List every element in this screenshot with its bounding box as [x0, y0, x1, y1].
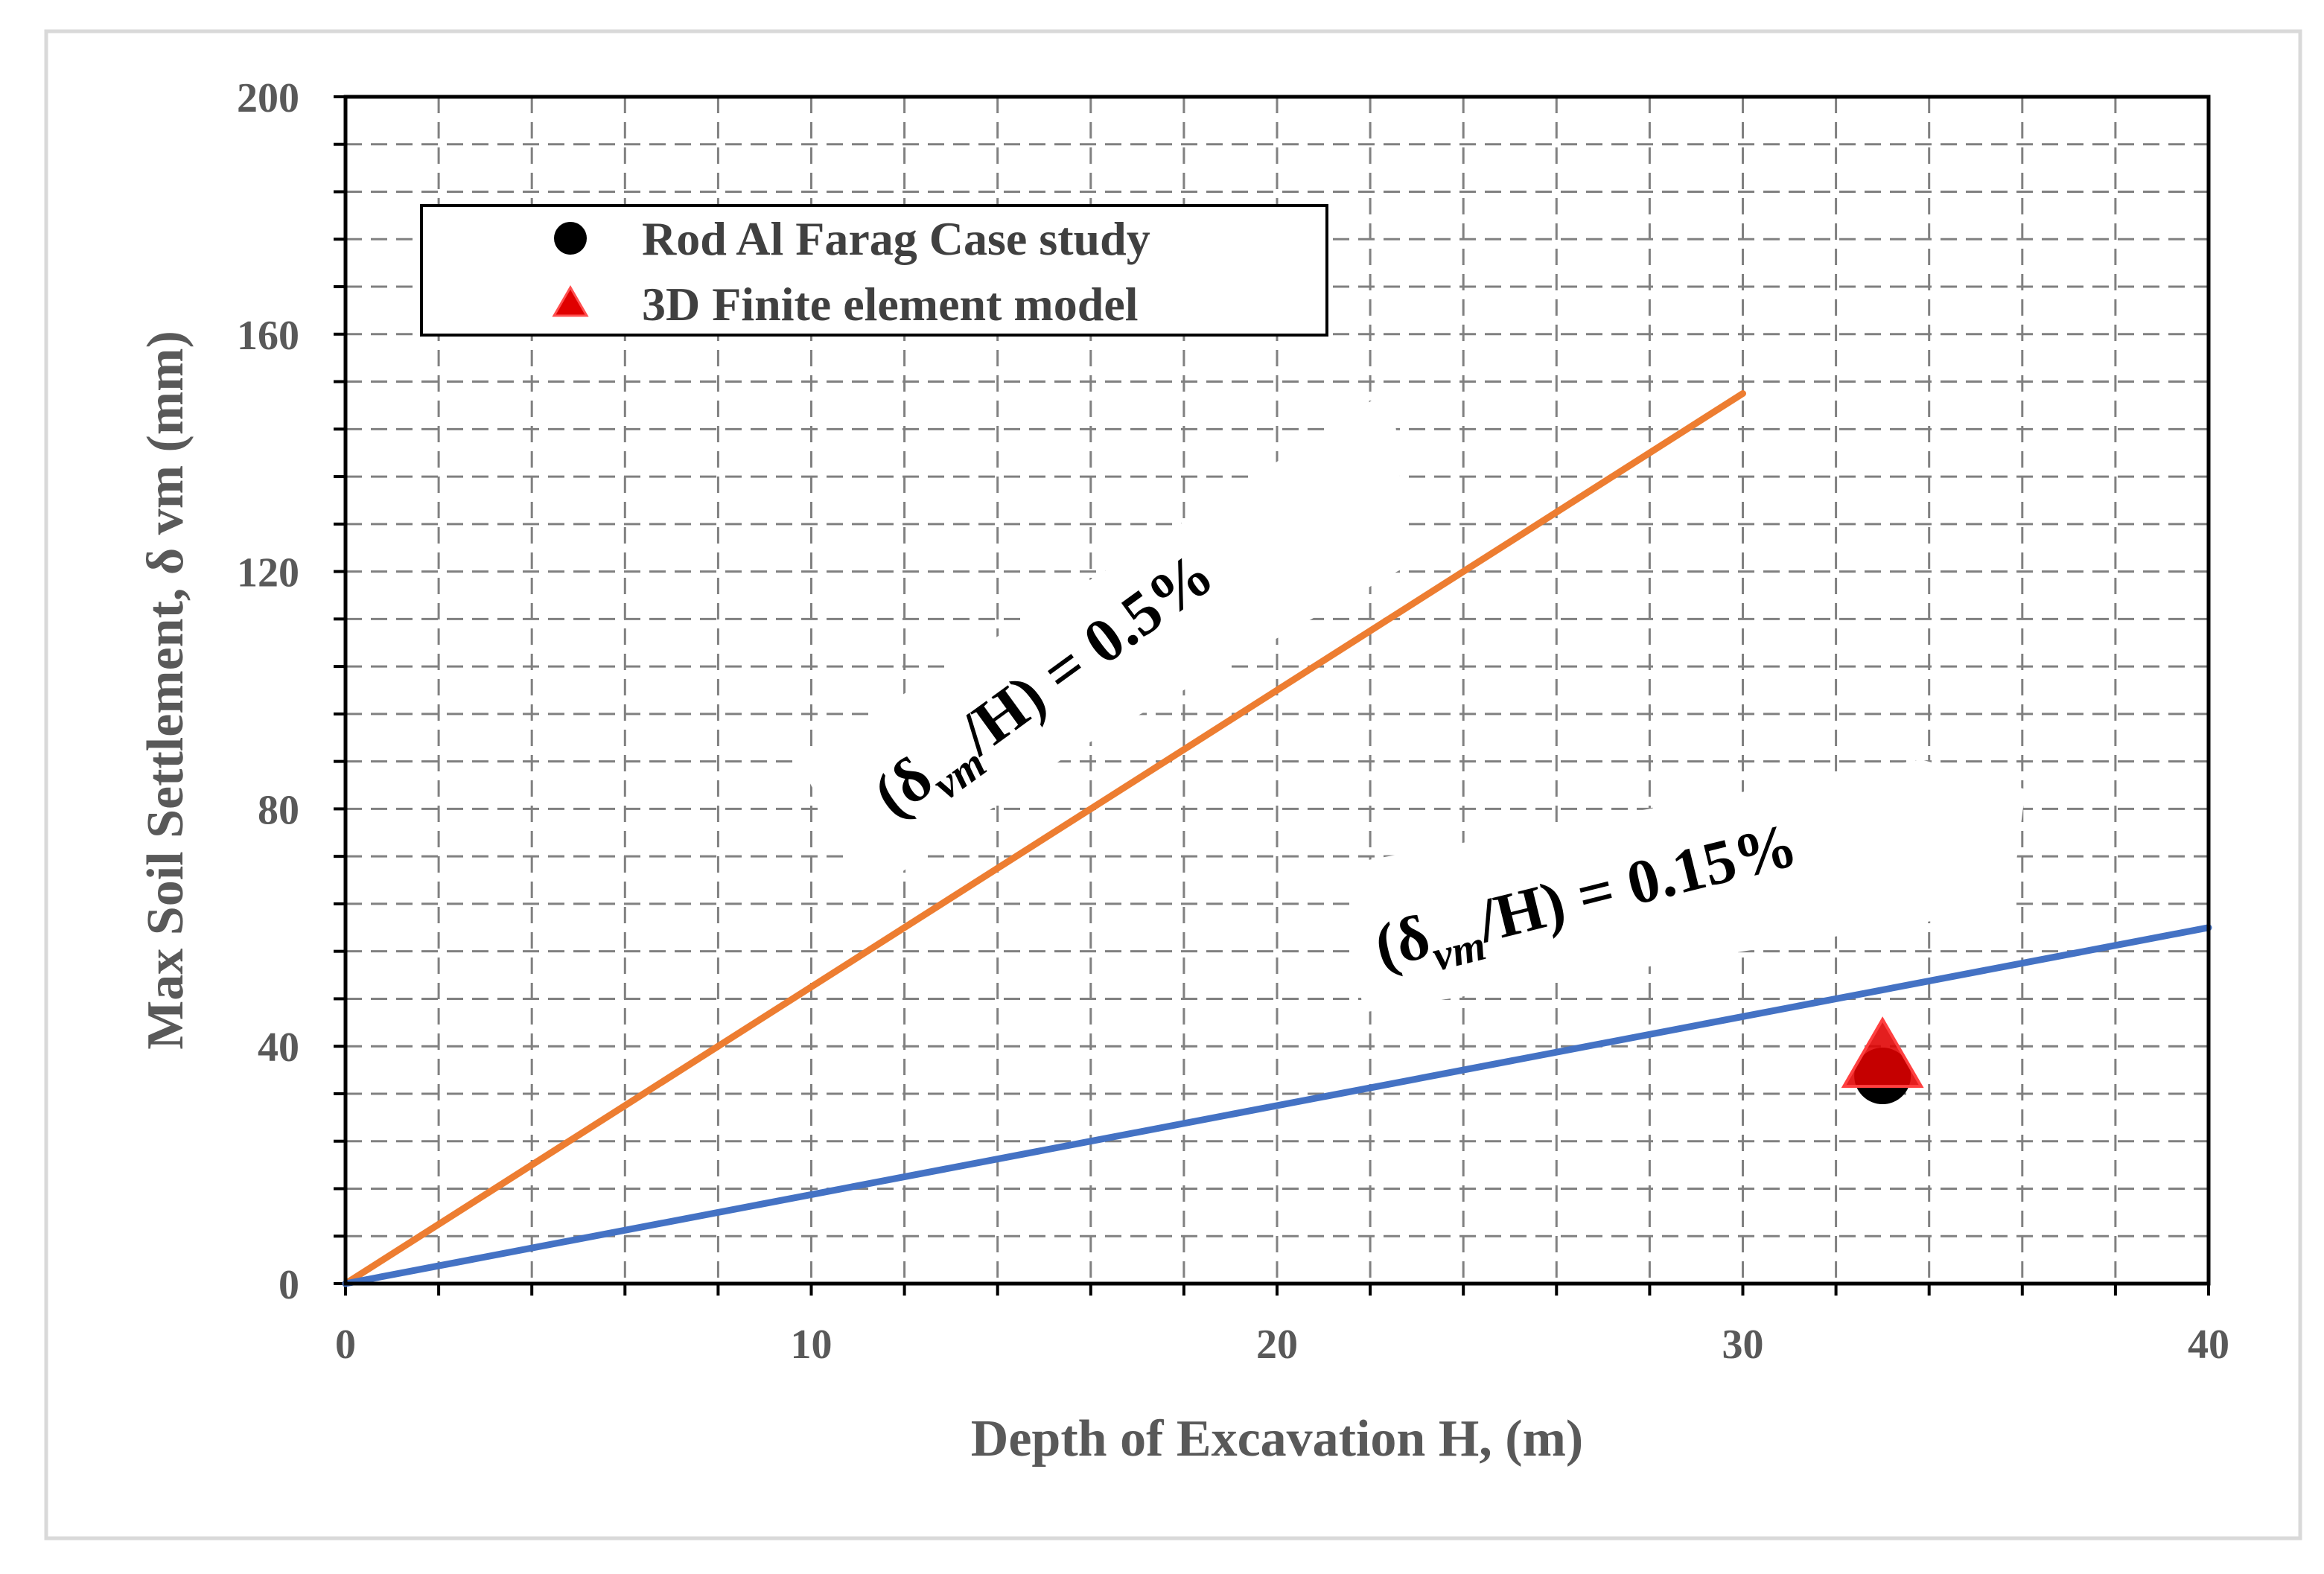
- legend-label-fem: 3D Finite element model: [642, 278, 1139, 331]
- y-tick-label: 80: [258, 787, 299, 833]
- y-tick-label: 40: [258, 1025, 299, 1071]
- legend-label-case-study: Rod Al Farag Case study: [642, 212, 1150, 265]
- marker-fem: [1841, 1016, 1924, 1089]
- x-tick-label: 30: [1722, 1322, 1764, 1368]
- y-tick-label: 0: [278, 1262, 299, 1308]
- annotation-bg-blue: [1348, 759, 2025, 1013]
- series-lines: [342, 390, 2212, 1287]
- legend-triangle-marker: [552, 285, 589, 317]
- series-line-1: [342, 924, 2212, 1287]
- tick-marks: [334, 95, 2210, 1296]
- annotation-bg-orange: [797, 387, 1407, 893]
- legend: Rod Al Farag Case study 3D Finite elemen…: [420, 204, 1328, 337]
- x-tick-label: 0: [335, 1322, 356, 1368]
- legend-circle-marker: [554, 222, 587, 255]
- x-tick-label: 40: [2188, 1322, 2229, 1368]
- series-line-0: [342, 390, 1746, 1287]
- y-tick-label: 160: [237, 313, 299, 359]
- x-axis-title: Depth of Excavation H, (m): [971, 1410, 1583, 1468]
- annotation-backgrounds: [797, 387, 2025, 1013]
- y-tick-label: 120: [237, 550, 299, 596]
- x-tick-label: 10: [791, 1322, 832, 1368]
- data-markers: [1841, 1016, 1924, 1105]
- y-tick-label: 200: [237, 75, 299, 121]
- tick-labels: 0 10 20 30 40 0 40 80 120 160 200: [237, 75, 2229, 1368]
- plot-area-frame: [343, 95, 2211, 1286]
- x-tick-label: 20: [1256, 1322, 1298, 1368]
- y-axis-title: Max Soil Settlement, δ vm (mm): [137, 331, 194, 1050]
